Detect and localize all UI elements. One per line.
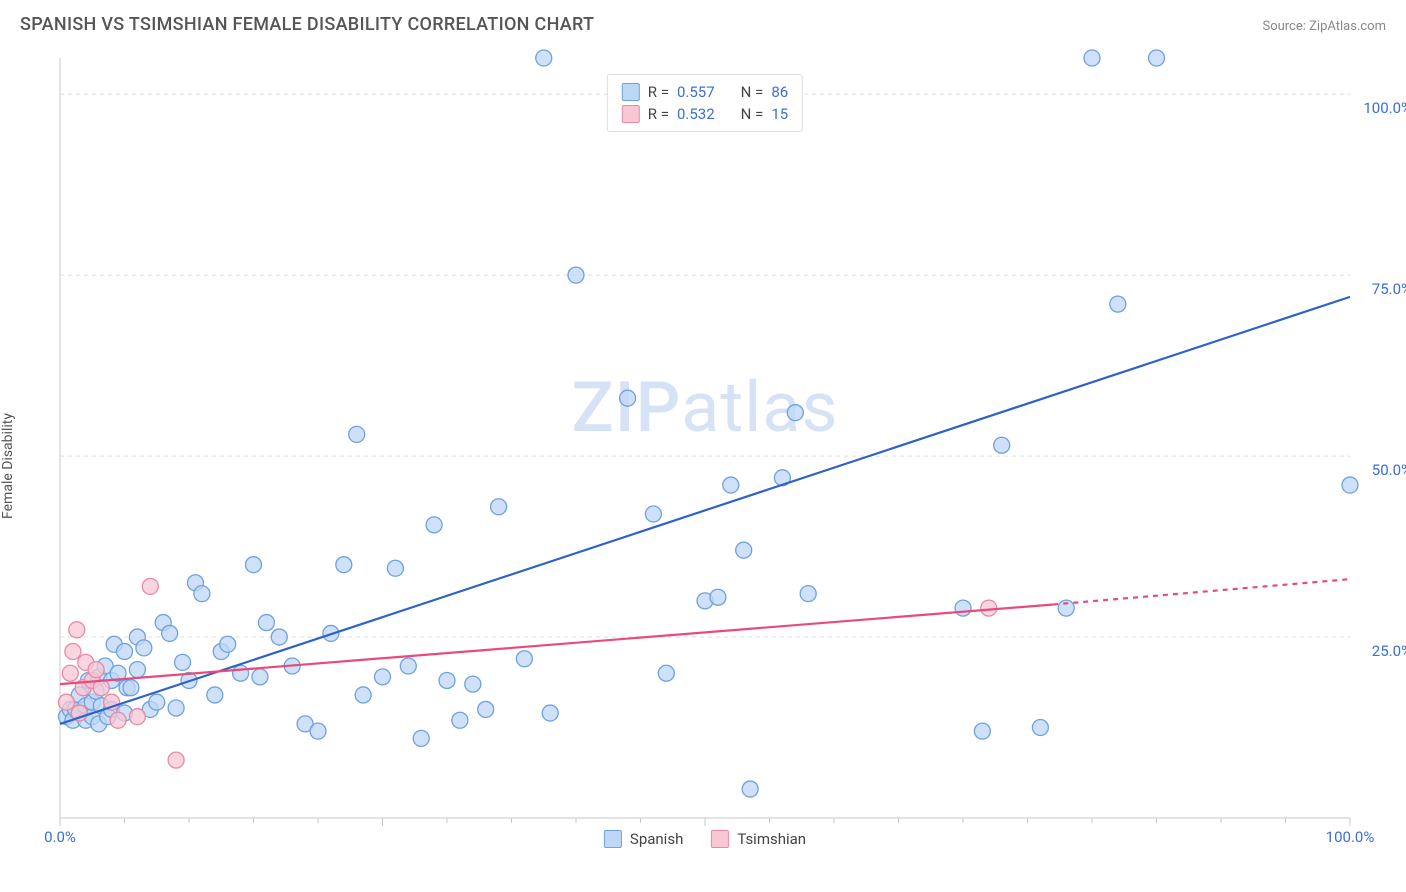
- legend-row: R = 0.532 N = 15: [622, 103, 788, 125]
- legend-label: Tsimshian: [737, 830, 806, 848]
- legend-n-value: 15: [771, 103, 788, 125]
- legend-label: Spanish: [630, 830, 683, 848]
- chart-source: Source: ZipAtlas.com: [1262, 19, 1386, 34]
- legend-swatch: [604, 830, 622, 848]
- plot-area: ZIPatlas R =0.557N =86R =0.532N =15 Span…: [60, 58, 1350, 818]
- legend-series: Spanish Tsimshian: [604, 830, 806, 848]
- legend-r-value: 0.557: [677, 81, 715, 103]
- legend-item: Tsimshian: [711, 830, 806, 848]
- y-tick-label: 100.0%: [1363, 99, 1406, 117]
- y-tick-label: 50.0%: [1372, 461, 1406, 479]
- legend-r-label: R =: [648, 103, 669, 125]
- legend-r-value: 0.532: [677, 103, 715, 125]
- legend-n-value: 86: [771, 81, 788, 103]
- legend-swatch: [622, 83, 640, 101]
- legend-r-label: R =: [648, 81, 669, 103]
- legend-n-label: N =: [741, 81, 764, 103]
- y-tick-label: 75.0%: [1372, 280, 1406, 298]
- x-tick-label: 0.0%: [44, 828, 76, 846]
- chart-header: SPANISH VS TSIMSHIAN FEMALE DISABILITY C…: [20, 14, 1386, 35]
- source-prefix: Source:: [1262, 19, 1309, 34]
- chart-title: SPANISH VS TSIMSHIAN FEMALE DISABILITY C…: [20, 14, 594, 35]
- legend-swatch: [711, 830, 729, 848]
- legend-item: Spanish: [604, 830, 683, 848]
- x-tick-label: 100.0%: [1326, 828, 1375, 846]
- legend-row: R = 0.557 N = 86: [622, 81, 788, 103]
- legend-correlation: R = 0.557 N = 86 R = 0.532 N = 15: [607, 74, 803, 132]
- y-axis-label: Female Disability: [0, 413, 16, 519]
- legend-swatch: [622, 105, 640, 123]
- source-name: ZipAtlas.com: [1309, 19, 1386, 34]
- plot-svg: [60, 58, 1350, 818]
- y-tick-label: 25.0%: [1372, 642, 1406, 660]
- legend-n-label: N =: [741, 103, 764, 125]
- chart-container: Female Disability ZIPatlas R =0.557N =86…: [20, 48, 1386, 868]
